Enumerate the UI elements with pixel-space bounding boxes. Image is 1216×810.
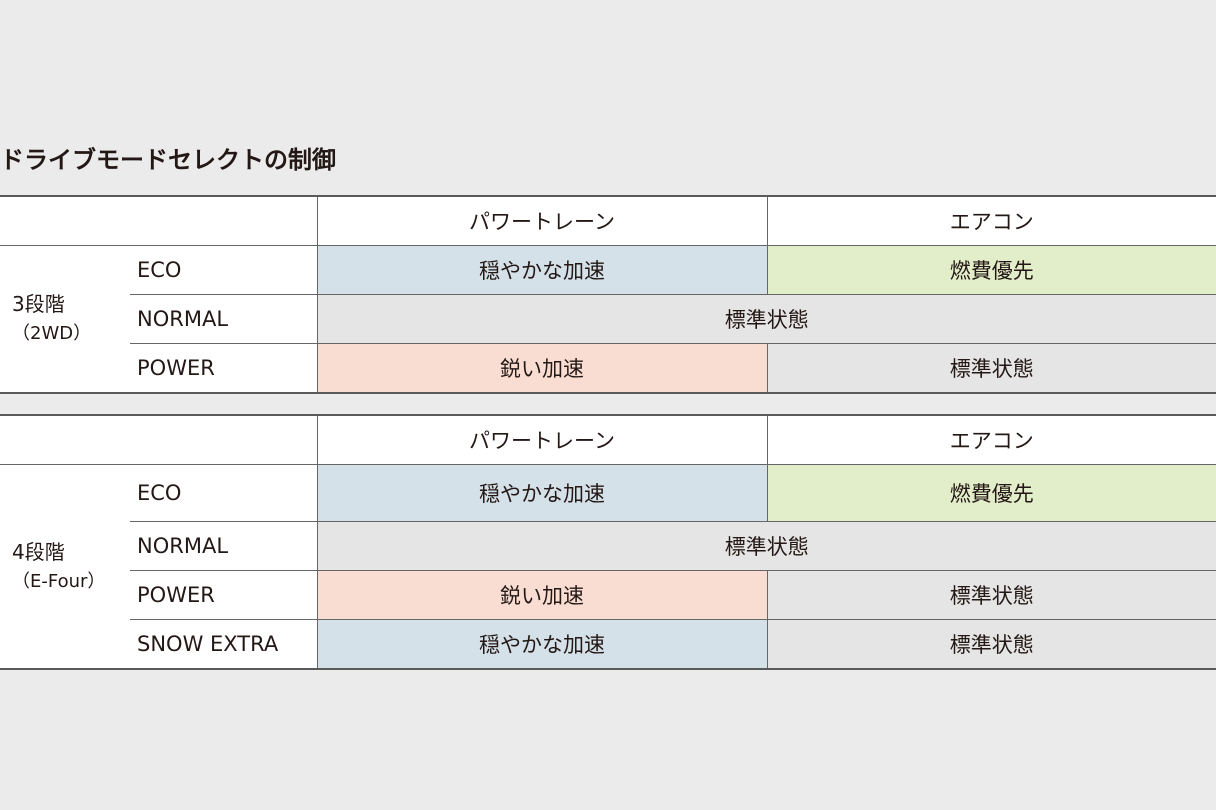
powertrain-cell: 鋭い加速 bbox=[316, 570, 767, 620]
table-row: NORMAL 標準状態 bbox=[0, 294, 1216, 344]
combined-cell: 標準状態 bbox=[316, 521, 1216, 571]
mode-label: POWER bbox=[130, 570, 317, 620]
table-row: POWER 鋭い加速 標準状態 bbox=[0, 570, 1216, 620]
table-4-stage: パワートレーン エアコン 4段階 （E-Four） ECO 穏やかな加速 燃費優… bbox=[0, 414, 1216, 670]
table-row: NORMAL 標準状態 bbox=[0, 521, 1216, 571]
header-blank bbox=[0, 196, 317, 246]
header-powertrain: パワートレーン bbox=[316, 415, 767, 465]
aircon-cell: 標準状態 bbox=[766, 619, 1216, 669]
group-label: 4段階 （E-Four） bbox=[0, 464, 130, 669]
mode-label: ECO bbox=[130, 464, 317, 522]
aircon-cell: 燃費優先 bbox=[766, 464, 1216, 522]
mode-label: NORMAL bbox=[130, 521, 317, 571]
mode-label: ECO bbox=[130, 245, 317, 295]
table-3-stage: パワートレーン エアコン 3段階 （2WD） ECO 穏やかな加速 燃費優先 N… bbox=[0, 195, 1216, 394]
table-row: POWER 鋭い加速 標準状態 bbox=[0, 343, 1216, 393]
table-row: SNOW EXTRA 穏やかな加速 標準状態 bbox=[0, 619, 1216, 669]
group-sub: （E-Four） bbox=[12, 570, 106, 592]
combined-cell: 標準状態 bbox=[316, 294, 1216, 344]
powertrain-cell: 鋭い加速 bbox=[316, 343, 767, 393]
table-header-row: パワートレーン エアコン bbox=[0, 415, 1216, 465]
mode-label: SNOW EXTRA bbox=[130, 619, 317, 669]
header-powertrain: パワートレーン bbox=[316, 196, 767, 246]
powertrain-cell: 穏やかな加速 bbox=[316, 245, 767, 295]
aircon-cell: 標準状態 bbox=[766, 343, 1216, 393]
group-name: 4段階 bbox=[12, 539, 65, 564]
group-name: 3段階 bbox=[12, 292, 65, 316]
page-title: ドライブモードセレクトの制御 bbox=[0, 146, 336, 174]
group-label: 3段階 （2WD） bbox=[0, 245, 130, 393]
header-aircon: エアコン bbox=[766, 415, 1216, 465]
mode-label: NORMAL bbox=[130, 294, 317, 344]
header-blank bbox=[0, 415, 317, 465]
aircon-cell: 燃費優先 bbox=[766, 245, 1216, 295]
mode-label: POWER bbox=[130, 343, 317, 393]
table-row: 3段階 （2WD） ECO 穏やかな加速 燃費優先 bbox=[0, 245, 1216, 393]
powertrain-cell: 穏やかな加速 bbox=[316, 619, 767, 669]
group-sub: （2WD） bbox=[12, 323, 92, 344]
header-aircon: エアコン bbox=[766, 196, 1216, 246]
powertrain-cell: 穏やかな加速 bbox=[316, 464, 767, 522]
table-row: 4段階 （E-Four） ECO 穏やかな加速 燃費優先 bbox=[0, 464, 1216, 669]
aircon-cell: 標準状態 bbox=[766, 570, 1216, 620]
table-header-row: パワートレーン エアコン bbox=[0, 196, 1216, 246]
